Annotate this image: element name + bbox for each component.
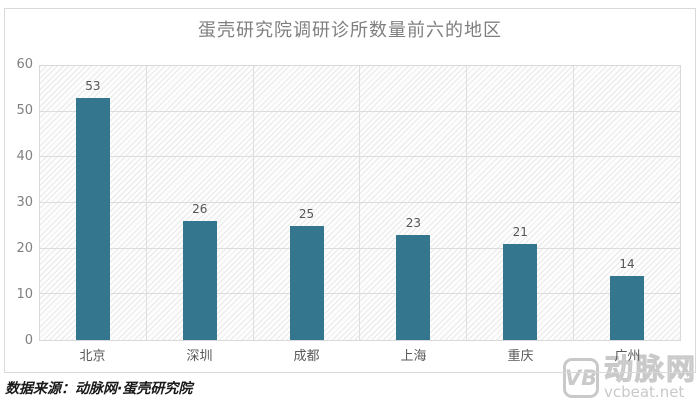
category-column: 23 xyxy=(360,66,468,340)
x-axis-label: 深圳 xyxy=(186,349,213,364)
value-label: 25 xyxy=(298,206,315,221)
y-tick-label: 50 xyxy=(16,103,33,118)
bar xyxy=(182,221,217,340)
value-label: 26 xyxy=(192,202,208,217)
value-label: 53 xyxy=(85,78,101,93)
source-note: 数据来源：动脉网·蛋壳研究院 xyxy=(5,381,193,397)
category-column: 14 xyxy=(574,66,680,340)
bar xyxy=(610,276,645,340)
value-label: 14 xyxy=(619,257,635,272)
y-tick-label: 20 xyxy=(16,241,33,257)
plot-area: 53 26 25 23 21 14 xyxy=(39,65,681,341)
category-column: 25 xyxy=(254,66,361,340)
bar xyxy=(289,225,324,340)
x-axis-label: 上海 xyxy=(400,349,427,364)
y-tick-label: 10 xyxy=(16,287,33,303)
value-label: 23 xyxy=(405,215,422,230)
category-column: 21 xyxy=(467,66,575,340)
bar xyxy=(75,97,110,340)
value-label: 21 xyxy=(512,225,528,240)
x-axis-label: 广州 xyxy=(614,349,641,364)
bar xyxy=(503,244,538,340)
x-axis-label: 重庆 xyxy=(507,349,534,364)
category-column: 53 xyxy=(40,66,147,340)
x-axis-label: 成都 xyxy=(293,349,320,364)
category-column: 26 xyxy=(147,66,254,340)
y-tick-label: 60 xyxy=(16,57,33,72)
y-tick-label: 0 xyxy=(24,333,33,348)
bar xyxy=(396,234,431,340)
y-tick-label: 40 xyxy=(16,149,33,165)
watermark: VB 动脉网 vcbeat.net xyxy=(562,352,697,401)
x-axis: 北京 深圳 成都 上海 重庆 广州 xyxy=(39,347,681,367)
x-axis-label: 北京 xyxy=(79,349,106,364)
chart-title: 蛋壳研究院调研诊所数量前六的地区 xyxy=(198,20,502,41)
vcbeat-logo-icon: VB xyxy=(562,357,599,398)
y-axis: 0 10 20 30 40 50 60 xyxy=(5,57,35,348)
chart-area: 蛋壳研究院调研诊所数量前六的地区 0 10 20 30 40 50 60 53 26 25 23 2… xyxy=(4,8,696,373)
watermark-url: vcbeat.net xyxy=(603,383,685,401)
y-tick-label: 30 xyxy=(16,195,33,210)
watermark-brand: 动脉网 xyxy=(603,352,697,386)
